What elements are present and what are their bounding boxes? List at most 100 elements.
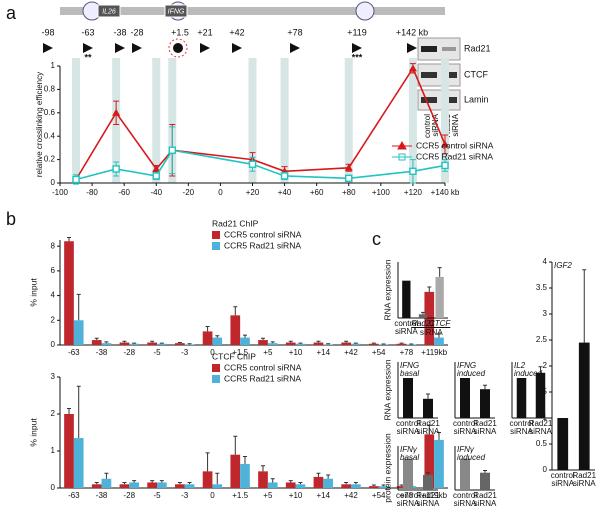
bar: [184, 484, 195, 488]
error-bar: [437, 267, 442, 277]
site-label: +119: [347, 27, 367, 37]
error-bar: [261, 465, 266, 472]
error-bar: [427, 286, 432, 292]
bar: [258, 471, 268, 488]
error-bar: [399, 342, 404, 344]
error-bar: [94, 481, 99, 485]
error-bar: [436, 333, 441, 338]
x-tick-label: +40: [278, 188, 292, 197]
x-tick-label: +5: [263, 491, 273, 500]
error-bar: [483, 384, 487, 390]
x-tick-label: -28: [124, 348, 136, 357]
error-bar: [205, 452, 210, 472]
bar: [578, 342, 590, 470]
site-label: +1.5: [171, 27, 189, 37]
x-tick-label: 0: [210, 348, 215, 357]
site-arrow: [290, 43, 300, 53]
bar: [323, 478, 333, 488]
error-bar: [316, 340, 321, 343]
legend-label: CCR5 control siRNA: [224, 362, 302, 372]
y-tick-label: 0: [51, 483, 56, 492]
x-tick-label: +10: [289, 348, 303, 357]
site-arrow: [232, 43, 242, 53]
bar: [480, 472, 490, 490]
y-tick-label: 3.5: [536, 283, 548, 292]
site-label: +78: [287, 27, 302, 37]
error-bar: [436, 432, 441, 440]
bar: [157, 482, 167, 488]
bar: [378, 486, 389, 488]
site-band: [248, 58, 257, 183]
marker: [409, 167, 417, 176]
y-tick-label: 2.5: [536, 335, 548, 344]
series-line: [75, 66, 446, 180]
y-axis-label: RNA expression: [382, 259, 392, 320]
error-bar: [187, 481, 192, 485]
chart-title: IFNG induced: [457, 362, 486, 378]
y-tick-label: 3: [543, 309, 548, 318]
error-bar: [326, 474, 331, 479]
legend-swatch: [212, 375, 220, 383]
error-bar: [326, 343, 331, 345]
chart-title: IGF2: [554, 262, 572, 270]
site-label: +21: [197, 27, 212, 37]
y-tick-label: 3: [51, 372, 56, 381]
error-bar: [94, 337, 99, 341]
chromosome-bar: [60, 7, 445, 15]
error-bar: [344, 340, 349, 343]
site-arrow: [115, 43, 125, 53]
error-bar: [353, 481, 358, 485]
chart-title-box: IFNγ induced: [457, 446, 486, 462]
western-blot: [417, 37, 461, 111]
y-tick-label: 2: [543, 361, 548, 370]
marker: [152, 164, 161, 172]
y-axis-label: protein expression: [382, 433, 392, 503]
error-bar: [104, 472, 109, 479]
marker: [168, 146, 176, 154]
y-tick-label: 4: [543, 257, 548, 266]
x-tick-label: +78: [400, 348, 414, 357]
x-tick-label: control siRNA: [452, 492, 477, 508]
error-bar: [177, 481, 182, 485]
x-tick-label: -63: [68, 491, 80, 500]
x-tick-label: Rad21: [411, 320, 435, 328]
error-bar: [215, 472, 220, 485]
error-bar: [399, 484, 404, 487]
x-tick-label: Rad21 siRNA: [572, 472, 597, 488]
site-band: [408, 58, 417, 183]
blot-label: Lamin: [464, 94, 489, 104]
bar: [240, 463, 250, 488]
x-tick-label: control siRNA: [394, 320, 419, 336]
x-tick-label: -3: [181, 491, 189, 500]
chart-title: IFNγ induced: [457, 446, 486, 462]
bar: [323, 344, 333, 345]
x-tick-label: -80: [86, 188, 98, 197]
error-bar: [270, 341, 275, 344]
marker: [408, 64, 417, 72]
bar: [402, 280, 411, 318]
x-tick-label: -100: [52, 188, 69, 197]
bar: [480, 389, 490, 418]
error-bar: [159, 480, 164, 483]
error-bar: [371, 484, 376, 487]
x-tick-label: control siRNA: [509, 420, 534, 436]
x-tick-label: -3: [181, 348, 189, 357]
bar: [369, 486, 379, 488]
x-tick-label: control siRNA: [395, 420, 420, 436]
bar: [157, 343, 167, 345]
bar: [396, 486, 407, 488]
chart-title: IL2 induced: [514, 362, 543, 378]
x-tick-label: +5: [263, 348, 273, 357]
marker: [248, 160, 257, 168]
bar: [119, 342, 130, 345]
bar: [73, 438, 84, 488]
legend-label: CCR5 Rad21 siRNA: [224, 240, 301, 250]
x-tick-label-box: Rad21 siRNA: [416, 492, 440, 508]
x-tick-label-box: control siRNA: [453, 420, 477, 436]
bar: [101, 343, 112, 345]
error-bar: [261, 337, 266, 341]
bar: [267, 482, 278, 488]
x-tick-label: -60: [118, 188, 130, 197]
x-tick-label: control siRNA: [550, 472, 575, 488]
